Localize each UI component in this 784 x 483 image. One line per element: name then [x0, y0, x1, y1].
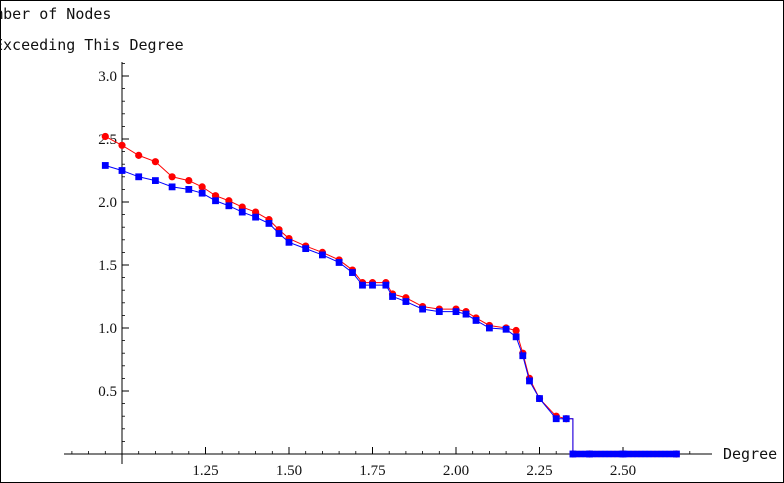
data-point — [585, 450, 593, 458]
data-point — [617, 450, 625, 458]
data-point — [653, 450, 661, 458]
axes: 1.25 1.50 1.75 2.00 2.25 2.500.51.01.52.02.53… — [64, 62, 712, 479]
data-point — [609, 450, 617, 458]
data-point — [151, 158, 159, 166]
data-point — [536, 395, 543, 402]
data-point — [577, 450, 585, 458]
data-point — [335, 259, 343, 266]
x-tick-label: 2.25 — [526, 463, 552, 479]
data-point — [349, 269, 356, 276]
data-point — [101, 132, 109, 141]
data-point — [526, 377, 533, 385]
series-line — [105, 164, 677, 455]
series-1 — [101, 162, 680, 458]
data-point — [285, 238, 293, 246]
data-point — [621, 450, 629, 458]
data-point — [101, 162, 109, 169]
data-point — [238, 208, 246, 216]
x-tick-label: 1.25 — [192, 463, 218, 479]
data-point — [185, 176, 193, 185]
data-point — [435, 308, 443, 316]
x-tick-label: 1.50 — [276, 463, 302, 479]
data-point — [168, 183, 176, 191]
data-point — [168, 173, 176, 181]
data-point — [637, 450, 645, 458]
chart-title-line-2: Exceeding This Degree — [0, 36, 184, 54]
data-point — [649, 450, 657, 458]
data-point — [302, 245, 310, 253]
data-point — [629, 450, 637, 458]
data-point — [472, 317, 480, 324]
data-point — [382, 281, 390, 289]
data-point — [152, 177, 159, 184]
y-tick-label: 0.5 — [98, 384, 117, 400]
data-point — [452, 308, 460, 316]
data-point — [673, 450, 680, 458]
data-point — [502, 325, 510, 333]
data-point — [552, 415, 560, 423]
data-point — [389, 293, 396, 300]
x-tick-label: 1.75 — [359, 463, 385, 479]
data-point — [225, 202, 233, 210]
data-point — [212, 197, 219, 205]
data-point — [319, 251, 326, 259]
data-point — [589, 450, 597, 458]
data-point — [118, 167, 126, 174]
data-point — [562, 415, 570, 423]
data-point — [593, 450, 601, 458]
data-point — [265, 220, 273, 227]
y-tick-label: 1.5 — [98, 258, 117, 274]
data-point — [661, 450, 669, 458]
data-point — [275, 230, 283, 237]
data-point — [198, 189, 206, 197]
data-marks — [101, 132, 681, 458]
data-point — [118, 141, 126, 149]
data-point — [419, 305, 426, 313]
data-point — [633, 450, 641, 458]
data-point — [519, 352, 527, 360]
data-point — [135, 173, 143, 181]
data-point — [613, 450, 621, 458]
data-point — [198, 183, 206, 191]
chart-title-line-1: Number of Nodes — [0, 5, 111, 23]
y-tick-label: 3.0 — [98, 69, 117, 85]
y-tick-label: 2.0 — [98, 195, 117, 211]
data-point — [512, 333, 520, 341]
y-tick-label: 1.0 — [98, 321, 117, 337]
data-point — [601, 450, 609, 458]
data-point — [486, 324, 493, 332]
data-point — [512, 326, 520, 335]
x-tick-label: 2.00 — [443, 463, 469, 479]
data-point — [605, 450, 613, 458]
data-point — [569, 450, 577, 458]
data-point — [641, 450, 649, 458]
data-point — [625, 450, 633, 458]
data-point — [581, 450, 589, 458]
data-point — [462, 310, 470, 318]
data-point — [657, 450, 665, 458]
data-point — [597, 450, 605, 458]
data-point — [665, 450, 673, 458]
data-point — [669, 450, 677, 458]
data-point — [645, 450, 653, 458]
data-point — [359, 281, 366, 289]
data-point — [252, 213, 259, 221]
data-point — [369, 281, 376, 289]
data-point — [402, 298, 410, 305]
data-point — [185, 186, 193, 193]
x-axis-label: Degree — [723, 445, 777, 463]
x-tick-label: 2.50 — [610, 463, 636, 479]
data-point — [135, 151, 143, 159]
data-point — [573, 450, 581, 458]
